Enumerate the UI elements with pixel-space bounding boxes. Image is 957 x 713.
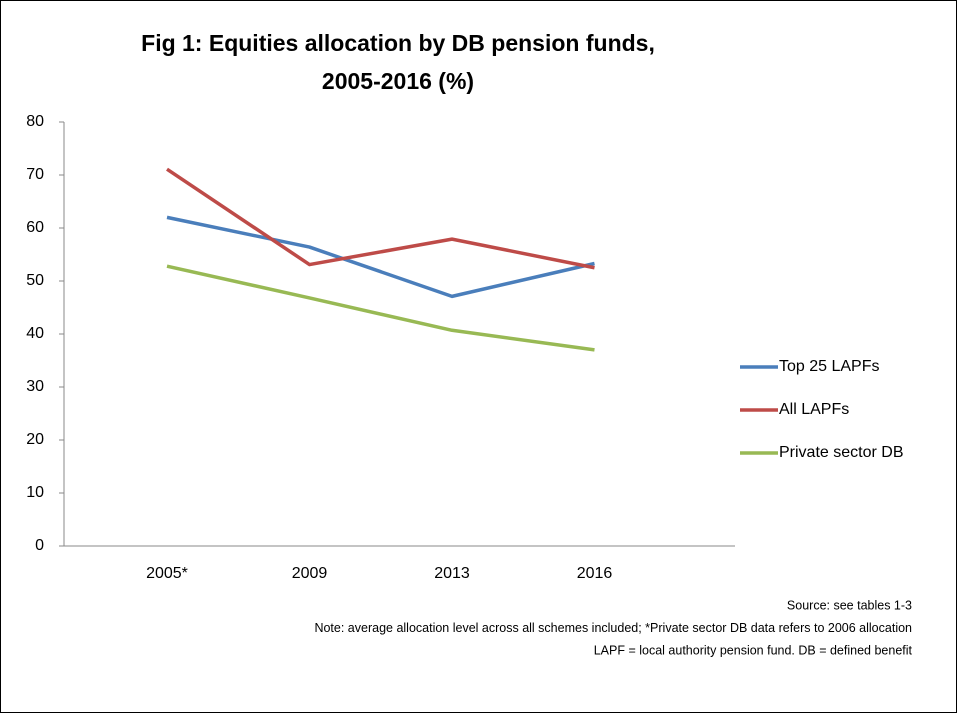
y-tick-label: 60 — [26, 219, 44, 236]
series-line — [166, 215, 595, 299]
footnote: LAPF = local authority pension fund. DB … — [594, 643, 913, 657]
y-tick-label: 50 — [26, 272, 44, 289]
x-tick-label: 2005* — [146, 565, 188, 582]
x-tick-label: 2016 — [577, 565, 613, 582]
y-tick-label: 20 — [26, 431, 44, 448]
y-tick-label: 10 — [26, 484, 44, 501]
legend-label: All LAPFs — [779, 401, 849, 418]
y-tick-label: 80 — [26, 113, 44, 130]
chart-title: 2005-2016 (%) — [322, 68, 474, 94]
x-tick-label: 2009 — [292, 565, 328, 582]
legend-label: Top 25 LAPFs — [779, 358, 880, 375]
footnote: Note: average allocation level across al… — [314, 621, 912, 635]
legend-label: Private sector DB — [779, 444, 903, 461]
chart-title: Fig 1: Equities allocation by DB pension… — [141, 30, 655, 56]
y-tick-label: 30 — [26, 378, 44, 395]
y-tick-label: 40 — [26, 325, 44, 342]
y-tick-label: 70 — [26, 166, 44, 183]
y-tick-label: 0 — [35, 537, 44, 554]
series-line — [166, 264, 595, 352]
x-tick-label: 2013 — [434, 565, 470, 582]
footnote: Source: see tables 1-3 — [787, 598, 912, 612]
series-line — [166, 167, 595, 270]
